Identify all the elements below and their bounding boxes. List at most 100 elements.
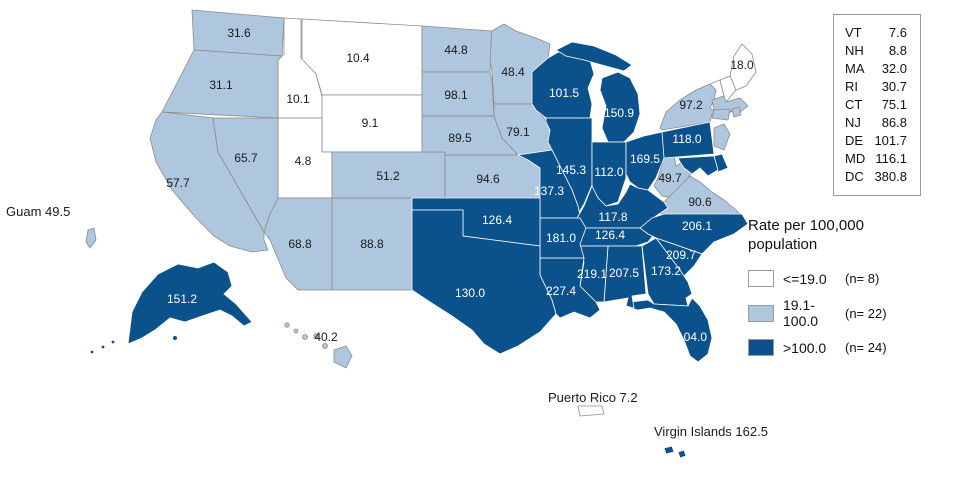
- small-states-inset-box: VT 7.6 NH 8.8 MA 32.0 RI 30.7 CT 75.1 NJ 86.8 …: [833, 14, 921, 196]
- state-tx-value: 130.0: [455, 286, 485, 300]
- state-hi-island: [293, 328, 299, 334]
- inset-row: NJ 86.8: [845, 114, 907, 132]
- state-tn-value: 126.4: [595, 228, 625, 242]
- legend-count-label: (n= 24): [845, 340, 887, 355]
- inset-state-abbr: RI: [845, 79, 858, 94]
- state-ri-shape: [731, 106, 742, 118]
- state-ar-value: 181.0: [546, 231, 576, 245]
- state-ak-value: 151.2: [167, 292, 197, 306]
- guam-label: Guam 49.5: [6, 204, 70, 219]
- state-hi-island: [313, 333, 319, 339]
- inset-state-abbr: DE: [845, 133, 864, 148]
- state-ak-shape: [127, 261, 253, 345]
- state-oh-shape: [625, 131, 667, 191]
- state-sc-value: 209.7: [666, 248, 696, 262]
- state-hi-value: 40.2: [314, 330, 338, 344]
- inset-row: RI 30.7: [845, 78, 907, 96]
- state-id-value: 10.1: [286, 92, 310, 106]
- state-nj-shape: [713, 123, 731, 151]
- state-sd-shape: [421, 71, 495, 117]
- state-me-value: 18.0: [730, 58, 754, 72]
- legend-count-label: (n= 8): [845, 271, 880, 286]
- inset-state-value: 8.8: [888, 43, 907, 58]
- state-nh-shape: [719, 75, 737, 103]
- state-al-shape: [603, 245, 647, 309]
- inset-state-value: 30.7: [881, 79, 907, 94]
- state-value-labels: 31.6 31.1 57.7 65.7 10.1 10.4 9.1 4.8 51…: [166, 26, 754, 344]
- state-ks-value: 94.6: [476, 172, 500, 186]
- state-or-shape: [161, 49, 283, 119]
- state-nc-value: 206.1: [682, 219, 712, 233]
- inset-row: DE 101.7: [845, 132, 907, 150]
- inset-state-abbr: CT: [845, 97, 863, 112]
- map-legend: Rate per 100,000 population <=19.0 (n= 8…: [748, 216, 887, 356]
- inset-state-abbr: MA: [845, 61, 865, 76]
- state-oh-value: 169.5: [630, 152, 660, 166]
- inset-state-value: 32.0: [881, 61, 907, 76]
- state-wv-value: 49.7: [658, 171, 682, 185]
- legend-range-label: >100.0: [783, 339, 827, 356]
- state-mi-value: 150.9: [604, 106, 634, 120]
- state-fl-value: 104.0: [677, 330, 707, 344]
- states-high-rate-group: [89, 41, 749, 459]
- state-mt-value: 10.4: [346, 51, 370, 65]
- state-al-value: 207.5: [609, 266, 639, 280]
- state-ut-value: 4.8: [295, 154, 312, 168]
- virgin-islands-label: Virgin Islands 162.5: [654, 424, 768, 439]
- state-md-shape: [677, 155, 719, 177]
- state-nv-value: 65.7: [234, 151, 258, 165]
- inset-state-abbr: MD: [845, 151, 866, 166]
- state-hi-island: [302, 334, 308, 340]
- state-ak-kodiak-island: [172, 335, 178, 341]
- state-or-value: 31.1: [209, 78, 233, 92]
- state-mo-value: 137.3: [534, 184, 564, 198]
- state-ky-value: 117.8: [598, 210, 627, 224]
- states-low-rate-group: [277, 17, 757, 417]
- state-ga-shape: [641, 237, 693, 307]
- inset-state-abbr: VT: [845, 25, 862, 40]
- state-nc-shape: [639, 213, 749, 255]
- legend-row: 19.1-100.0 (n= 22): [748, 297, 887, 329]
- legend-range-label: <=19.0: [783, 270, 827, 287]
- inset-state-abbr: NJ: [845, 115, 861, 130]
- legend-title-line1: Rate per 100,000: [748, 217, 864, 234]
- state-nd-value: 44.8: [444, 43, 468, 57]
- state-pa-value: 118.0: [672, 132, 701, 146]
- state-ak-aleutian-island: [110, 339, 116, 345]
- territory-labels: Guam 49.5 Puerto Rico 7.2 Virgin Islands…: [6, 204, 768, 439]
- legend-count-label: (n= 22): [845, 305, 887, 321]
- state-ga-value: 173.2: [651, 264, 681, 278]
- state-ca-value: 57.7: [166, 176, 190, 190]
- state-nm-value: 88.8: [360, 237, 384, 251]
- state-la-value: 227.4: [546, 284, 576, 298]
- inset-row: MA 32.0: [845, 60, 907, 78]
- state-ak-aleutian-island: [100, 344, 106, 350]
- inset-state-value: 7.6: [888, 25, 907, 40]
- inset-row: VT 7.6: [845, 24, 907, 42]
- state-pa-shape: [661, 121, 715, 159]
- state-mi-upper-shape: [555, 41, 633, 72]
- state-ms-value: 219.1: [577, 267, 607, 281]
- state-hi-big-island: [333, 345, 353, 369]
- legend-swatch-mid: [748, 304, 774, 322]
- state-sd-value: 98.1: [444, 88, 468, 102]
- state-il-value: 145.3: [556, 163, 586, 177]
- state-ne-value: 89.5: [448, 131, 472, 145]
- state-mn-value: 48.4: [501, 65, 525, 79]
- inset-row: NH 8.8: [845, 42, 907, 60]
- state-ok-value: 126.4: [482, 213, 512, 227]
- territory-vi-shape: [677, 449, 687, 459]
- state-wa-value: 31.6: [227, 26, 251, 40]
- territory-pr-shape: [577, 405, 605, 417]
- inset-state-value: 116.1: [875, 151, 907, 166]
- state-mi-shape: [599, 71, 641, 143]
- states-mid-rate-group: [85, 9, 749, 369]
- territory-vi-shape: [663, 445, 675, 455]
- legend-title-line2: population: [748, 236, 818, 253]
- territory-guam-shape: [85, 227, 97, 249]
- state-ia-value: 79.1: [506, 125, 530, 139]
- state-ny-shape: [659, 83, 735, 131]
- state-az-value: 68.8: [288, 237, 312, 251]
- state-hi-island: [322, 343, 328, 349]
